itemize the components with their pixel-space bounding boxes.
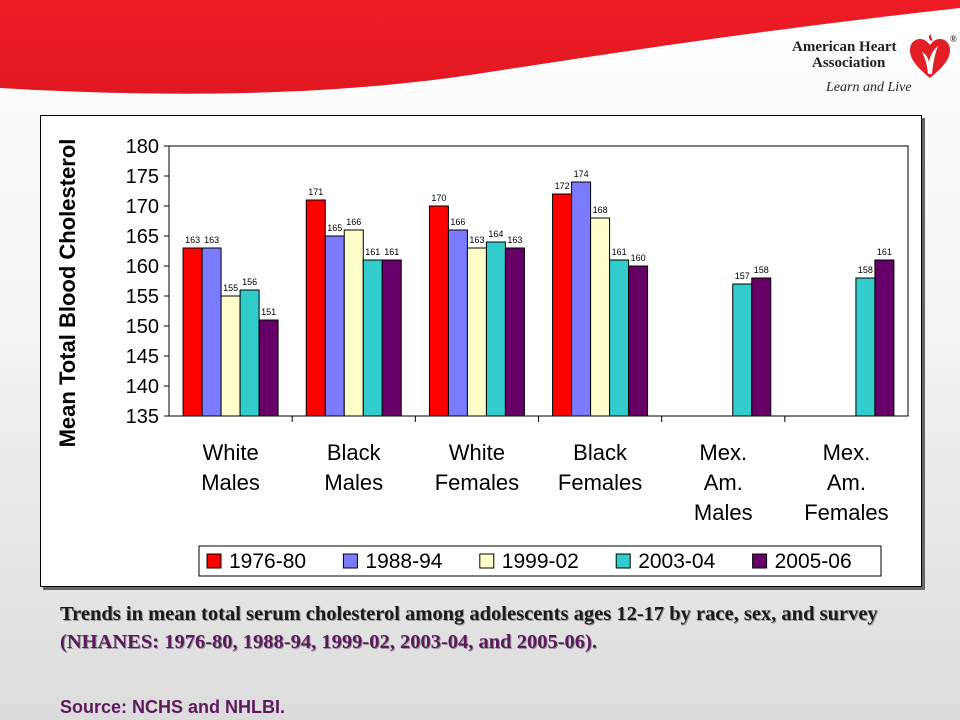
x-category-label: Males <box>324 470 383 495</box>
x-category-label: White <box>449 440 505 465</box>
legend-swatch <box>206 553 222 569</box>
logo-line-2: Association <box>812 55 886 71</box>
data-label: 157 <box>735 271 750 281</box>
bar <box>590 217 611 417</box>
caption-main: Trends in mean total serum cholesterol a… <box>60 603 878 625</box>
bar <box>305 199 326 417</box>
chart-frame: Mean Total Blood Cholesterol 135 140 145 150… <box>40 115 922 587</box>
data-label: 165 <box>327 223 342 233</box>
x-category-label: Am. <box>704 470 743 495</box>
data-label: 161 <box>612 247 627 257</box>
bar <box>381 259 402 417</box>
bar <box>201 247 222 417</box>
y-tick-label: 140 <box>126 376 159 398</box>
y-tick-label: 150 <box>126 316 159 338</box>
y-axis-title: Mean Total Blood Cholesterol <box>55 139 80 448</box>
bar <box>447 229 468 417</box>
data-label: 161 <box>384 247 399 257</box>
header-band <box>0 0 960 94</box>
data-label: 161 <box>365 247 380 257</box>
bar <box>466 247 487 417</box>
bar <box>874 259 895 417</box>
legend-swatch <box>752 553 768 569</box>
x-category-label: Females <box>435 470 519 495</box>
x-category-label: Mex. <box>699 440 747 465</box>
x-category-label: Males <box>694 500 753 525</box>
aha-logo: American Heart Association Learn and Liv… <box>790 30 960 105</box>
data-label: 151 <box>261 307 276 317</box>
logo-tagline: Learn and Live <box>826 80 912 95</box>
heart-torch-icon <box>910 34 950 78</box>
legend-swatch <box>479 553 495 569</box>
source-note: Source: NCHS and NHLBI. <box>60 697 286 717</box>
data-label: 163 <box>204 235 219 245</box>
bar <box>182 247 203 417</box>
data-label: 166 <box>450 217 465 227</box>
bar <box>428 205 449 417</box>
data-label: 160 <box>631 253 646 263</box>
y-tick-label: 165 <box>126 226 159 248</box>
data-label: 164 <box>488 229 503 239</box>
data-label: 170 <box>431 193 446 203</box>
caption-survey-list: (NHANES: 1976-80, 1988-94, 1999-02, 2003… <box>60 631 597 653</box>
x-category-label: Am. <box>827 470 866 495</box>
y-tick-label: 175 <box>126 166 159 188</box>
legend-label: 1988-94 <box>365 550 442 573</box>
bar <box>324 235 345 417</box>
data-label: 163 <box>185 235 200 245</box>
bar <box>751 277 772 417</box>
bar <box>239 289 260 417</box>
y-tick-label: 180 <box>126 136 159 158</box>
bar <box>258 319 279 417</box>
registered-mark: ® <box>950 34 957 44</box>
bar <box>362 259 383 417</box>
plot-area <box>168 145 909 417</box>
data-label: 158 <box>858 265 873 275</box>
legend-swatch <box>342 553 358 569</box>
x-category-label: Black <box>327 440 382 465</box>
data-label: 172 <box>555 181 570 191</box>
data-label: 168 <box>593 205 608 215</box>
legend-label: 2003-04 <box>638 550 715 573</box>
bar <box>609 259 630 417</box>
data-label: 156 <box>242 277 257 287</box>
bar <box>343 229 364 417</box>
x-category-label: Males <box>201 470 260 495</box>
y-tick-label: 145 <box>126 346 159 368</box>
data-label: 158 <box>754 265 769 275</box>
x-category-label: Females <box>558 470 642 495</box>
bar <box>732 283 753 417</box>
bar <box>552 193 573 417</box>
data-label: 163 <box>507 235 522 245</box>
legend-label: 2005-06 <box>775 550 852 573</box>
data-label: 171 <box>308 187 323 197</box>
chart-caption: Trends in mean total serum cholesterol a… <box>60 600 920 656</box>
legend-label: 1976-80 <box>229 550 306 573</box>
legend-label: 1999-02 <box>502 550 579 573</box>
bar <box>571 181 592 417</box>
data-label: 163 <box>469 235 484 245</box>
x-category-label: Females <box>804 500 888 525</box>
y-tick-label: 160 <box>126 256 159 278</box>
legend-swatch <box>615 553 631 569</box>
data-label: 161 <box>877 247 892 257</box>
bar-chart: Mean Total Blood Cholesterol 135 140 145 150… <box>55 136 909 577</box>
bar <box>485 241 506 417</box>
x-category-label: White <box>202 440 258 465</box>
y-tick-label: 135 <box>126 406 159 428</box>
bar <box>220 295 241 417</box>
x-category-label: Black <box>573 440 628 465</box>
data-label: 155 <box>223 283 238 293</box>
data-label: 174 <box>574 169 589 179</box>
legend-box <box>198 545 882 577</box>
bar <box>855 277 876 417</box>
y-tick-label: 170 <box>126 196 159 218</box>
data-label: 166 <box>346 217 361 227</box>
y-tick-label: 155 <box>126 286 159 308</box>
bar <box>504 247 525 417</box>
x-category-label: Mex. <box>823 440 871 465</box>
logo-line-1: American Heart <box>792 39 897 55</box>
bar <box>628 265 649 417</box>
